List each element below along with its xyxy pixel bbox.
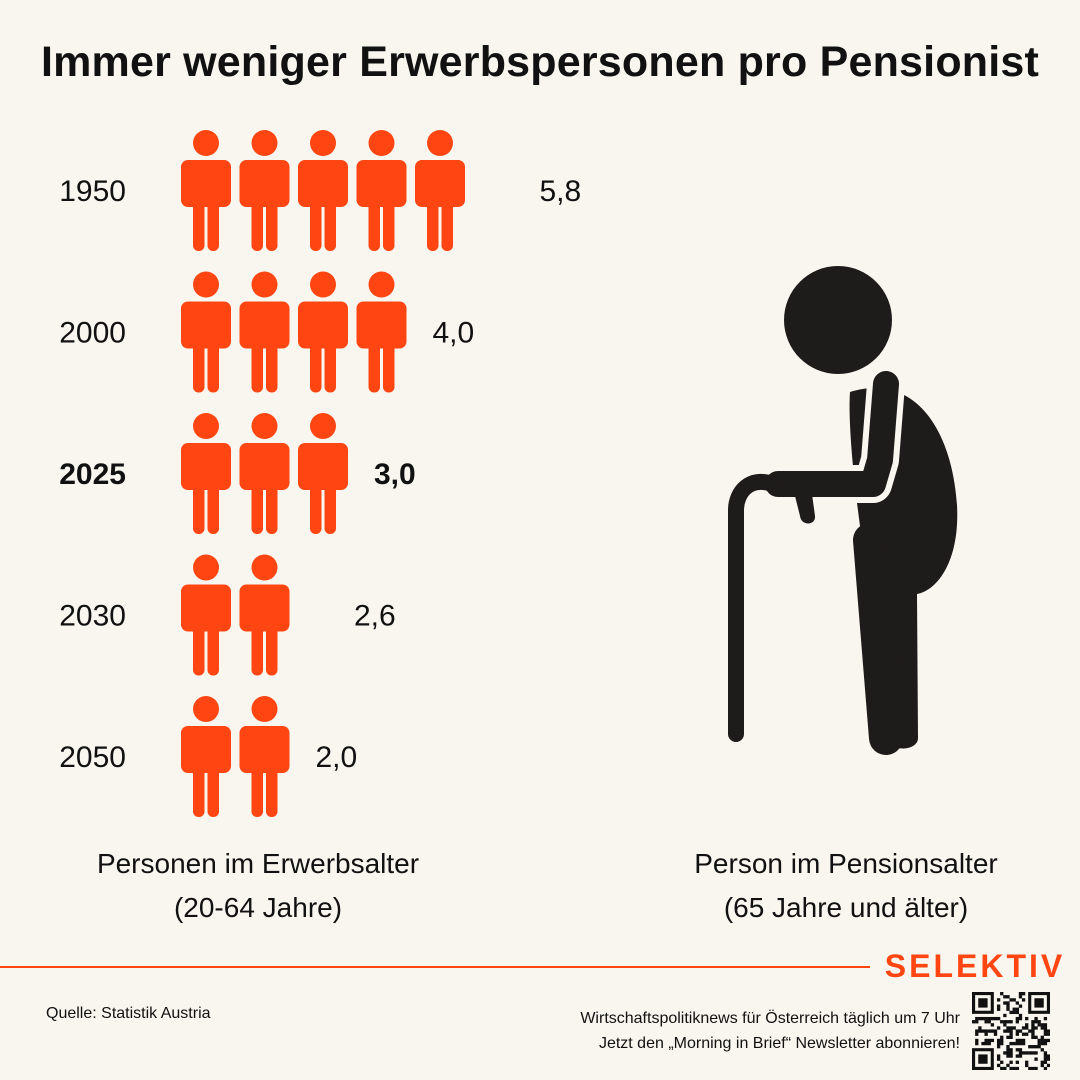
workers-caption-line1: Personen im Erwerbsalter [96,848,420,879]
worker-icon [239,696,290,817]
promo-line2: Jetzt den „Morning in Brief“ Newsletter … [598,1035,960,1052]
year-label: 1950 [59,175,126,208]
worker-icon [239,413,290,534]
qr-code-icon[interactable] [972,992,1050,1070]
year-label: 2025 [59,458,126,491]
workers-caption: Personen im Erwerbsalter (20-64 Jahre) [58,842,458,930]
worker-icon [356,130,407,251]
worker-icon [473,130,514,251]
worker-icon [181,554,231,676]
worker-icon [298,413,348,534]
newsletter-promo: Wirtschaftspolitiknews für Österreich tä… [580,1006,960,1056]
value-label: 3,0 [374,458,416,491]
worker-icon [181,130,231,251]
worker-icon [181,413,231,534]
pensioner-icon [728,266,958,755]
worker-icon [298,271,348,393]
brand-logo: SELEKTIV [884,948,1066,984]
source-note: Quelle: Statistik Austria [46,1005,211,1022]
worker-icon [239,271,290,393]
pensioner-caption-line2: (65 Jahre und älter) [723,892,969,923]
year-label: 2000 [59,317,126,350]
worker-icon [239,554,290,676]
chart-title: Immer weniger Erwerbspersonen pro Pensio… [40,38,1040,86]
worker-icon [239,130,290,251]
worker-icon [298,554,328,676]
worker-icon [181,271,231,393]
value-label: 2,6 [354,600,396,633]
value-label: 4,0 [433,317,475,350]
year-label: 2030 [59,600,126,633]
workers-caption-line2: (20-64 Jahre) [173,892,343,923]
pensioner-caption-line1: Person im Pensionsalter [694,848,998,879]
worker-icon [181,696,231,817]
pensioner-caption: Person im Pensionsalter (65 Jahre und äl… [646,842,1046,930]
worker-icon [356,271,407,393]
value-label: 2,0 [316,741,358,774]
year-label: 2050 [59,741,126,774]
worker-icon [298,130,348,251]
value-label: 5,8 [540,175,582,208]
promo-line1: Wirtschaftspolitiknews für Österreich tä… [580,1010,960,1027]
accent-divider [0,966,870,968]
worker-icon [415,130,465,251]
